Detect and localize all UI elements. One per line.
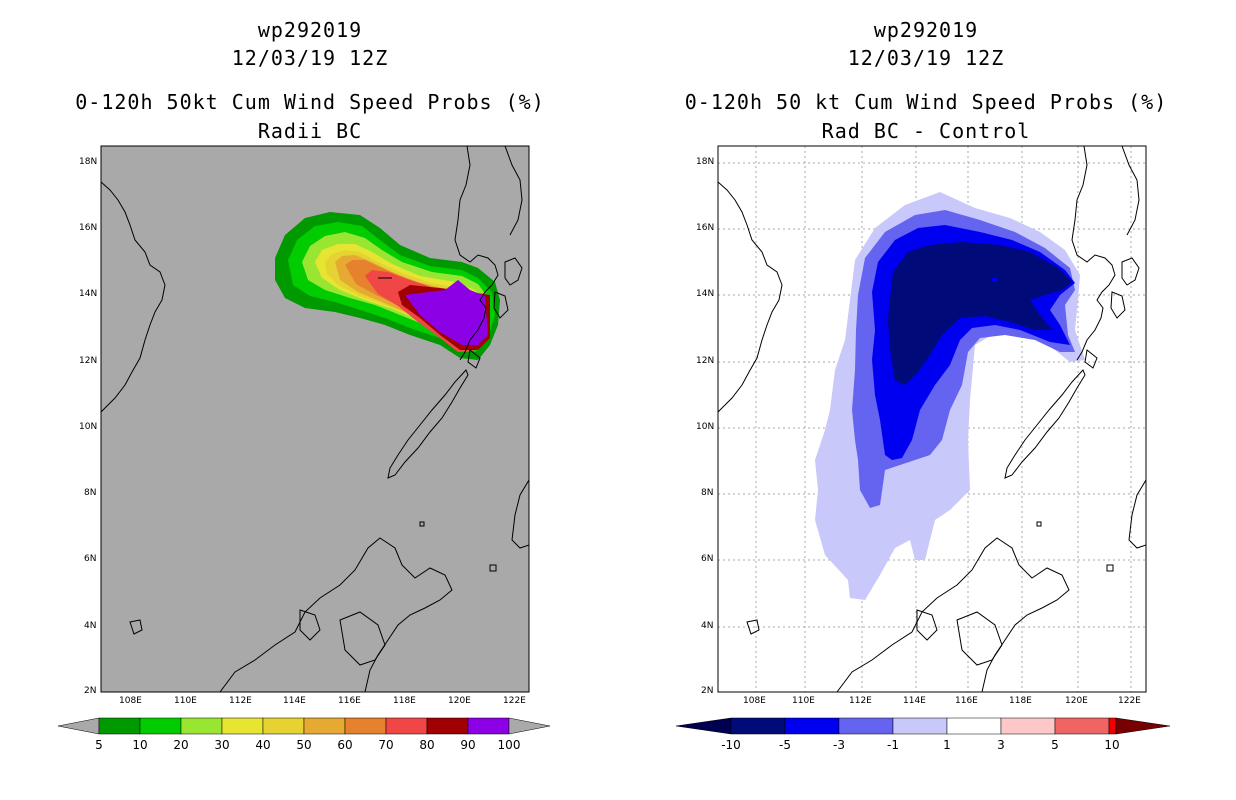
left-lon-label: 110E xyxy=(174,696,197,706)
left-lat-label: 8N xyxy=(84,488,97,498)
right-colorbar-label: 10 xyxy=(1104,738,1120,752)
right-colorbar xyxy=(675,717,1171,735)
right-colorbar-label: 5 xyxy=(1051,738,1059,752)
right-lat-label: 12N xyxy=(696,356,715,366)
left-lat-label: 2N xyxy=(84,686,97,696)
left-colorbar-label: 70 xyxy=(378,738,394,752)
left-lat-label: 16N xyxy=(79,223,98,233)
left-lat-label: 6N xyxy=(84,554,97,564)
left-colorbar-label: 90 xyxy=(460,738,476,752)
right-lat-label: 16N xyxy=(696,223,715,233)
right-lat-label: 14N xyxy=(696,289,715,299)
left-colorbar-label: 30 xyxy=(214,738,230,752)
right-lat-label: 10N xyxy=(696,422,715,432)
left-product-title: 0-120h 50kt Cum Wind Speed Probs (%) xyxy=(75,90,545,114)
left-lon-label: 114E xyxy=(283,696,306,706)
left-colorbar-label: 10 xyxy=(132,738,148,752)
prob-90 xyxy=(405,280,488,345)
left-colorbar-label: 40 xyxy=(255,738,271,752)
right-colorbar-label: -3 xyxy=(833,738,845,752)
left-lon-label: 116E xyxy=(338,696,361,706)
right-colorbar-label: 3 xyxy=(997,738,1005,752)
right-colorbar-label: -1 xyxy=(887,738,899,752)
right-lat-label: 4N xyxy=(701,621,714,631)
right-lat-label: 18N xyxy=(696,157,715,167)
right-lon-label: 116E xyxy=(955,696,978,706)
left-lat-label: 18N xyxy=(79,157,98,167)
left-subtitle: Radii BC xyxy=(257,119,363,143)
left-storm-id: wp292019 xyxy=(257,18,363,42)
right-map xyxy=(717,145,1147,693)
right-colorbar-label: -10 xyxy=(721,738,741,752)
right-date: 12/03/19 12Z xyxy=(847,46,1005,70)
left-colorbar xyxy=(57,717,551,735)
left-lat-label: 10N xyxy=(79,422,98,432)
right-lat-label: 2N xyxy=(701,686,714,696)
left-lon-label: 120E xyxy=(448,696,471,706)
left-date: 12/03/19 12Z xyxy=(231,46,389,70)
left-colorbar-label: 5 xyxy=(95,738,103,752)
left-lon-label: 122E xyxy=(503,696,526,706)
right-lon-label: 114E xyxy=(903,696,926,706)
right-lon-label: 112E xyxy=(849,696,872,706)
left-map xyxy=(100,145,530,693)
right-lon-label: 118E xyxy=(1009,696,1032,706)
left-lon-label: 112E xyxy=(229,696,252,706)
left-colorbar-label: 100 xyxy=(497,738,521,752)
left-lat-label: 12N xyxy=(79,356,98,366)
left-colorbar-label: 80 xyxy=(419,738,435,752)
right-subtitle: Rad BC - Control xyxy=(821,119,1031,143)
right-lon-label: 120E xyxy=(1065,696,1088,706)
right-storm-id: wp292019 xyxy=(873,18,979,42)
left-lat-label: 4N xyxy=(84,621,97,631)
diff-speck xyxy=(992,278,998,282)
left-lat-label: 14N xyxy=(79,289,98,299)
diff-minus10 xyxy=(888,242,1072,385)
left-colorbar-label: 20 xyxy=(173,738,189,752)
left-colorbar-label: 60 xyxy=(337,738,353,752)
left-lon-label: 118E xyxy=(393,696,416,706)
right-lon-label: 108E xyxy=(743,696,766,706)
left-colorbar-label: 50 xyxy=(296,738,312,752)
right-colorbar-label: 1 xyxy=(943,738,951,752)
right-lon-label: 110E xyxy=(792,696,815,706)
right-lon-label: 122E xyxy=(1118,696,1141,706)
right-lat-label: 8N xyxy=(701,488,714,498)
right-product-title: 0-120h 50 kt Cum Wind Speed Probs (%) xyxy=(684,90,1168,114)
left-lon-label: 108E xyxy=(119,696,142,706)
right-lat-label: 6N xyxy=(701,554,714,564)
right-colorbar-label: -5 xyxy=(779,738,791,752)
